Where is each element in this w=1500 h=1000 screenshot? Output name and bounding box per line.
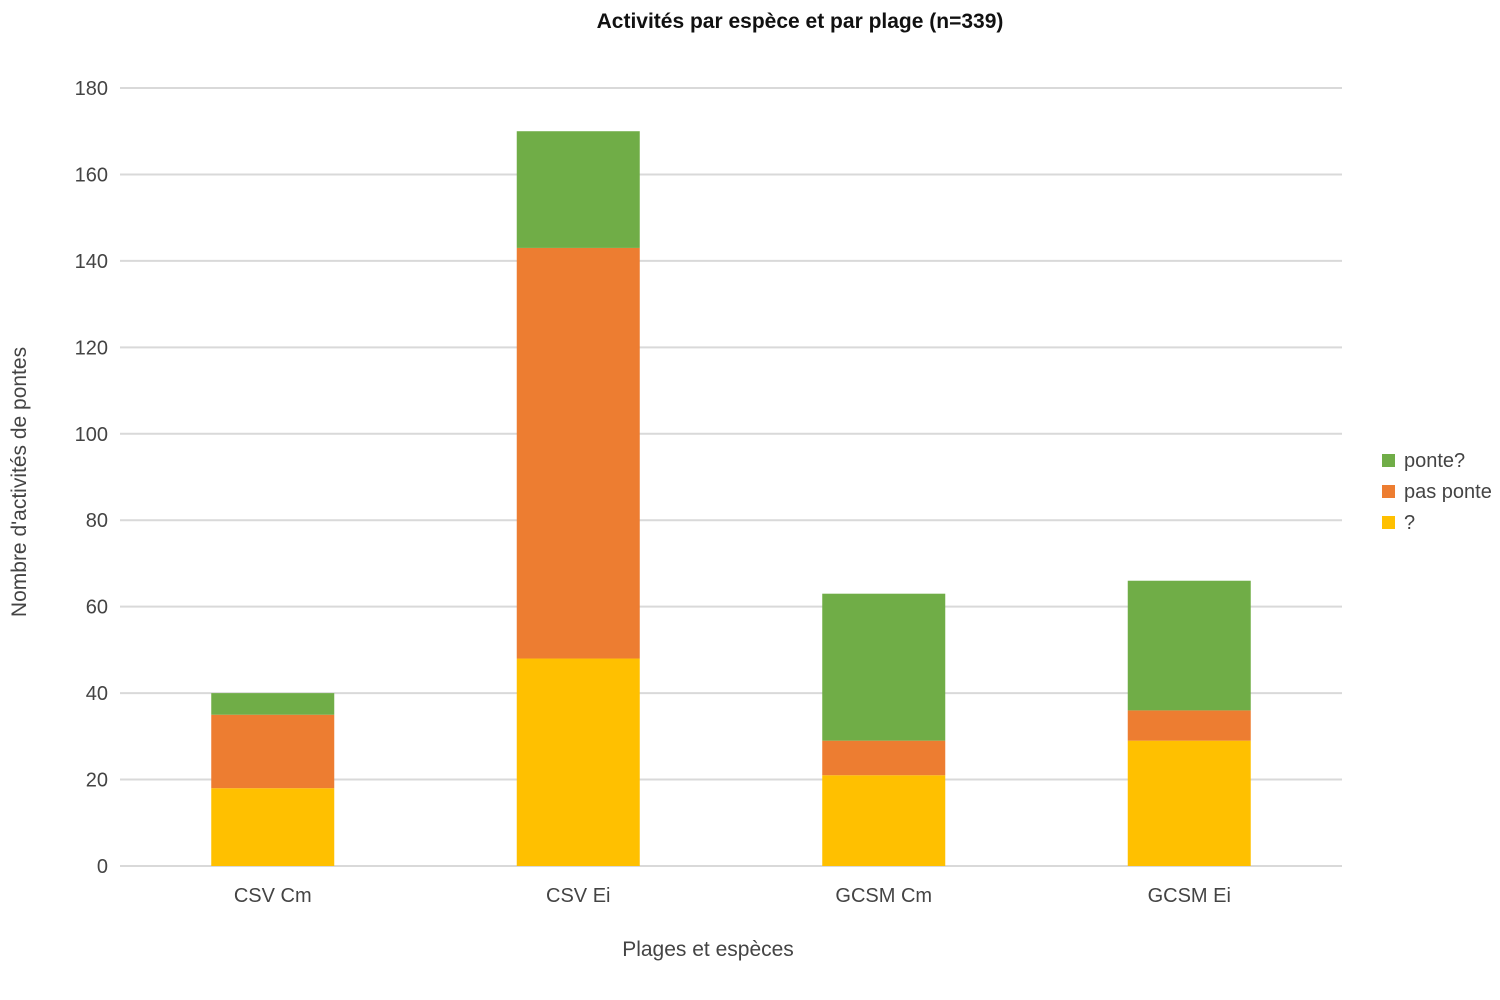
bar-segment <box>516 131 640 248</box>
x-tick-label: GCSM Ei <box>1148 885 1231 907</box>
y-tick-label: 20 <box>86 770 108 792</box>
bar-segment <box>1127 710 1251 741</box>
legend-label: ponte? <box>1404 450 1465 472</box>
legend: ponte? pas ponte? <box>1382 450 1492 534</box>
y-tick-label: 60 <box>86 597 108 619</box>
legend-label: pas ponte <box>1404 481 1492 503</box>
y-tick-label: 0 <box>97 856 108 878</box>
bar-segment <box>211 788 335 866</box>
legend-swatch <box>1382 485 1395 498</box>
y-axis-title: Nombre d'activités de pontes <box>8 347 31 617</box>
x-axis-title: Plages et espèces <box>622 938 794 961</box>
x-tick-label: CSV Cm <box>234 885 312 907</box>
x-tick-label: GCSM Cm <box>835 885 932 907</box>
bar-segment <box>1127 740 1251 866</box>
legend-swatch <box>1382 454 1395 467</box>
y-tick-label: 100 <box>75 424 108 446</box>
x-tick-label: CSV Ei <box>546 885 610 907</box>
bars <box>211 131 1251 866</box>
y-tick-label: 140 <box>75 251 108 273</box>
y-tick-label: 120 <box>75 337 108 359</box>
bar-segment <box>516 658 640 866</box>
bar-segment <box>822 775 946 866</box>
y-tick-label: 80 <box>86 510 108 532</box>
legend-swatch <box>1382 516 1395 529</box>
bar-segment <box>516 247 640 659</box>
y-tick-label: 40 <box>86 683 108 705</box>
chart-title: Activités par espèce et par plage (n=339… <box>597 10 1004 33</box>
y-tick-label: 180 <box>75 78 108 100</box>
bar-segment <box>1127 580 1251 711</box>
x-tick-labels: CSV Cm CSV Ei GCSM Cm GCSM Ei <box>234 885 1231 907</box>
y-tick-labels: 0 20 40 60 80 100 120 140 160 180 <box>75 78 108 878</box>
bar-segment <box>211 714 335 789</box>
bar-segment <box>822 593 946 741</box>
bar-segment <box>822 740 946 776</box>
bar-segment <box>211 693 335 715</box>
legend-label: ? <box>1404 512 1415 534</box>
y-tick-label: 160 <box>75 164 108 186</box>
